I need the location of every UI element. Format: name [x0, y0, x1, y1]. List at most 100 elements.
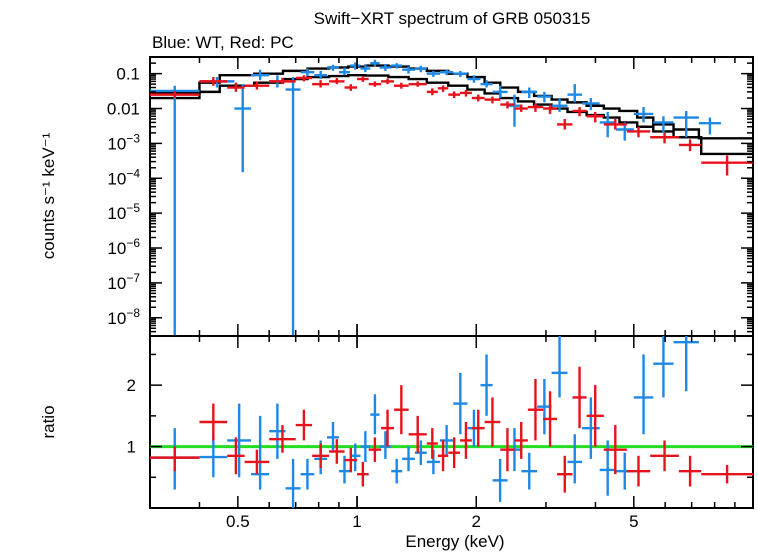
spectrum-s1-point-31 — [701, 155, 753, 176]
ratio-s0-point-3 — [251, 415, 270, 490]
spectrum-s0-point-18 — [439, 69, 454, 76]
ratio-s0-point-6 — [300, 458, 315, 490]
ratio-s1-point-14 — [426, 428, 438, 459]
spectrum-s1-point-20 — [500, 101, 515, 109]
spectrum-s1-point-2 — [227, 82, 245, 92]
spectrum-s1-point-17 — [460, 89, 472, 97]
x-tick-label: 0.5 — [226, 512, 250, 531]
top-panel: 0.1 0.01 10−3 10−4 10−5 10−6 10−7 10−8 counts s… — [39, 56, 754, 337]
x-tick-label: 5 — [629, 512, 638, 531]
bottom-y-axis-title: ratio — [39, 405, 58, 438]
spectrum-s0-point-12 — [370, 59, 380, 67]
ratio-s0-point-9 — [338, 455, 351, 484]
ratio-s1-point-6 — [312, 443, 330, 469]
ratio-s1-point-29 — [650, 440, 679, 472]
spectrum-s0-point-34 — [698, 117, 721, 135]
ratio-s1-point-0 — [150, 446, 200, 472]
y-tick-label: 0.1 — [116, 65, 140, 84]
ratio-s1-point-20 — [500, 428, 515, 472]
y-tick-label: 10−5 — [107, 201, 140, 223]
spectrum-s0-point-3 — [251, 69, 270, 81]
spectrum-s0-point-32 — [653, 116, 674, 133]
ratio-s0-point-1 — [199, 434, 228, 478]
top-y-axis-title: counts s⁻¹ keV⁻¹ — [39, 132, 58, 259]
spectrum-s1-point-28 — [626, 126, 651, 138]
top-data-layer — [150, 59, 753, 336]
spectrum-s0-point-28 — [582, 98, 600, 111]
y-tick-label: 0.01 — [107, 100, 140, 119]
spectrum-s0-point-11 — [360, 64, 371, 73]
spectrum-s0-point-17 — [426, 70, 440, 78]
top-ticks: 0.1 0.01 10−3 10−4 10−5 10−6 10−7 10−8 — [107, 57, 754, 337]
spectrum-s0-point-19 — [453, 70, 468, 78]
ratio-s1-point-2 — [227, 437, 245, 475]
spectrum-s1-point-7 — [329, 77, 345, 85]
top-model-layer — [150, 64, 753, 156]
y-tick-label: 1 — [127, 438, 136, 457]
ratio-s1-point-28 — [626, 455, 651, 487]
ratio-s0-point-31 — [633, 354, 654, 435]
ratio-s1-point-7 — [329, 439, 345, 464]
ratio-s1-point-24 — [557, 455, 573, 493]
ratio-s0-point-32 — [653, 336, 674, 398]
chart-title: Swift−XRT spectrum of GRB 050315 — [314, 9, 591, 28]
spectrum-s0-point-20 — [467, 75, 481, 83]
spectrum-s0-point-8 — [327, 64, 339, 71]
ratio-s0-point-8 — [327, 422, 339, 453]
ratio-s1-point-5 — [295, 409, 313, 441]
spectrum-s0-point-5 — [285, 77, 301, 336]
chart-subtitle: Blue: WT, Red: PC — [152, 33, 294, 52]
spectrum-s1-point-9 — [357, 76, 369, 82]
spectrum-s0-point-0 — [150, 85, 200, 336]
spectrum-s1-point-24 — [557, 119, 573, 130]
spectrum-s1-point-10 — [368, 81, 382, 87]
ratio-s1-point-13 — [408, 415, 427, 453]
spectrum-s1-point-5 — [295, 75, 313, 82]
bottom-panel-frame — [149, 335, 754, 509]
ratio-s1-point-25 — [572, 366, 587, 429]
ratio-s0-point-11 — [360, 431, 371, 462]
spectrum-s0-point-23 — [507, 94, 522, 127]
bottom-panel: 0.5 1 2 5 1 2 ratio Energy (keV) — [39, 335, 754, 551]
spectrum-s1-point-4 — [269, 77, 296, 85]
ratio-s0-point-19 — [453, 372, 468, 435]
spectrum-s0-point-24 — [521, 87, 538, 99]
ratio-s1-point-1 — [199, 403, 228, 441]
ratio-s1-point-19 — [484, 397, 501, 447]
y-tick-label: 10−4 — [107, 166, 140, 188]
spectrum-s0-point-10 — [350, 62, 361, 70]
ratio-s0-point-24 — [521, 452, 538, 490]
x-axis-title: Energy (keV) — [405, 532, 504, 551]
spectrum-s0-point-2 — [234, 84, 252, 173]
y-tick-label: 10−6 — [107, 236, 140, 258]
bottom-data-layer — [150, 336, 753, 508]
ratio-s0-point-15 — [402, 446, 415, 472]
spectrum-s0-point-9 — [338, 67, 351, 76]
spectrum-s0-point-15 — [402, 66, 415, 74]
spectrum-s1-point-16 — [448, 91, 461, 99]
y-tick-label: 10−3 — [107, 131, 140, 153]
x-tick-label: 2 — [472, 512, 481, 531]
ratio-s0-point-26 — [551, 336, 568, 398]
spectrum-s1-point-8 — [344, 84, 358, 91]
ratio-s1-point-9 — [357, 461, 369, 487]
spectrum-s1-point-13 — [408, 81, 427, 87]
spectrum-s1-point-30 — [678, 139, 702, 152]
ratio-s1-point-30 — [678, 455, 702, 487]
ratio-s1-point-17 — [460, 422, 472, 459]
spectrum-s1-point-27 — [603, 119, 627, 130]
spectrum-s1-point-14 — [426, 88, 438, 96]
ratio-s0-point-12 — [370, 394, 380, 435]
ratio-s1-point-26 — [586, 385, 604, 447]
ratio-s0-point-21 — [480, 354, 493, 416]
spectrum-s1-point-21 — [514, 104, 528, 112]
ratio-s1-point-8 — [344, 447, 358, 473]
x-tick-label: 1 — [352, 512, 361, 531]
top-panel-frame — [149, 56, 754, 337]
ratio-s1-point-15 — [437, 440, 449, 472]
ratio-s1-point-4 — [269, 425, 296, 453]
ratio-s0-point-2 — [227, 403, 252, 478]
spectrum-s1-point-1 — [199, 77, 228, 86]
ratio-s1-point-23 — [543, 391, 558, 447]
